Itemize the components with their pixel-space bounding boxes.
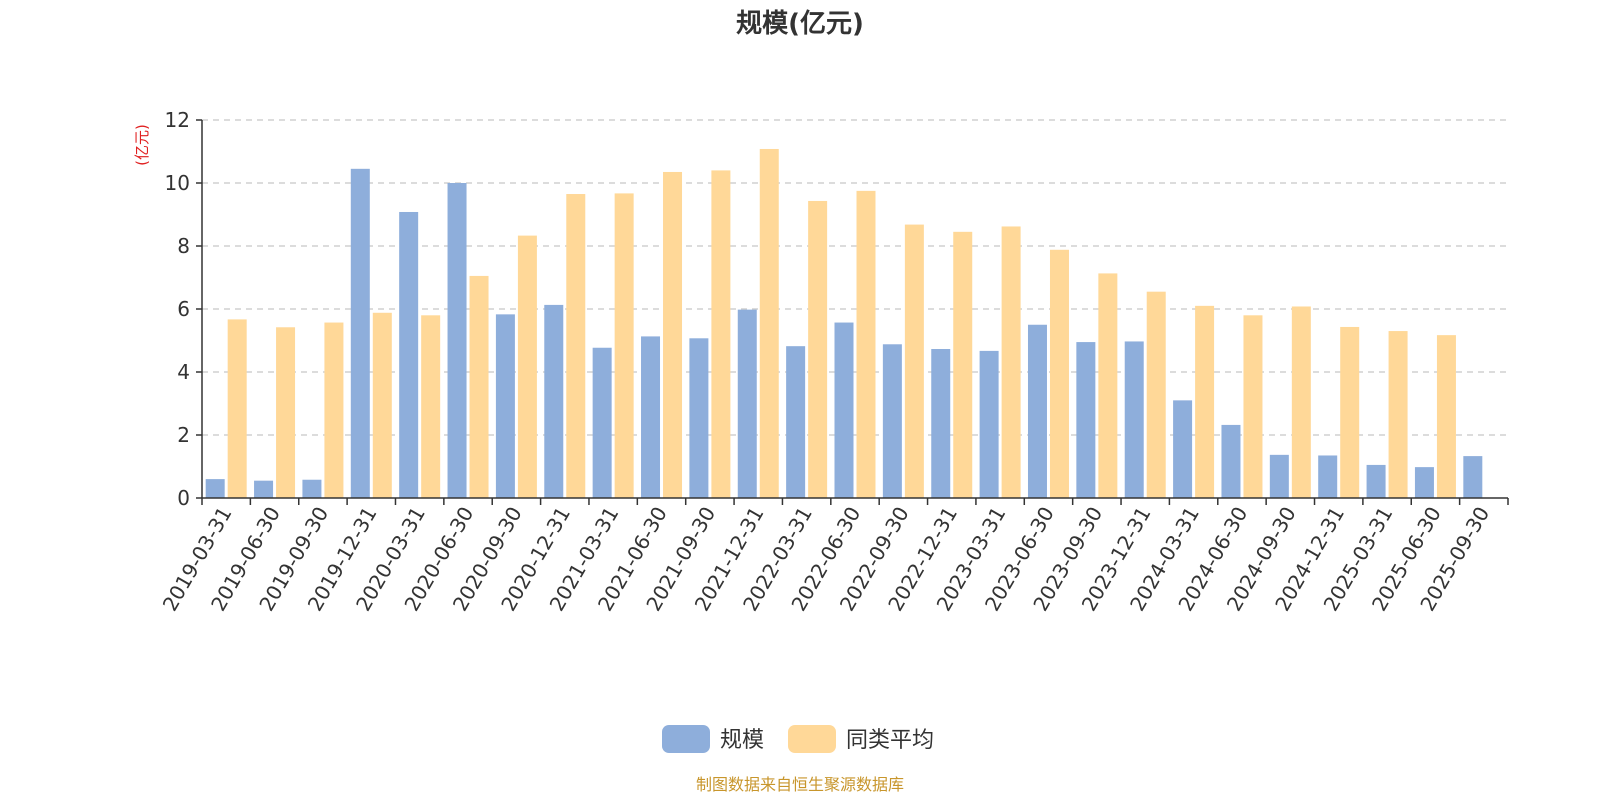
bar-peer-average bbox=[1340, 326, 1360, 498]
bar-peer-average bbox=[1436, 335, 1456, 498]
legend-swatch bbox=[788, 725, 836, 753]
bar-scale bbox=[495, 314, 515, 498]
x-axis-ticks: 2019-03-312019-06-302019-09-302019-12-31… bbox=[158, 498, 1509, 615]
bar-scale bbox=[544, 304, 564, 498]
bar-peer-average bbox=[227, 319, 247, 498]
y-tick-label: 6 bbox=[177, 297, 190, 321]
bar-peer-average bbox=[711, 170, 731, 498]
legend-label: 规模 bbox=[720, 728, 764, 753]
bar-scale bbox=[205, 479, 225, 498]
bar-scale bbox=[1173, 400, 1193, 498]
bar-scale bbox=[1463, 456, 1483, 498]
bar-peer-average bbox=[421, 315, 441, 498]
bar-scale bbox=[931, 349, 951, 498]
chart-title: 规模(亿元) bbox=[736, 9, 864, 39]
bar-peer-average bbox=[1049, 249, 1069, 498]
bar-peer-average bbox=[904, 224, 924, 498]
bar-peer-average bbox=[566, 194, 586, 498]
legend-label: 同类平均 bbox=[846, 728, 934, 753]
bar-peer-average bbox=[856, 190, 876, 498]
bar-scale bbox=[689, 338, 709, 498]
y-tick-label: 0 bbox=[177, 486, 190, 510]
bar-scale bbox=[350, 168, 370, 498]
bar-scale bbox=[399, 211, 419, 499]
y-axis-unit-label: (亿元) bbox=[133, 124, 151, 166]
bar-scale bbox=[641, 336, 661, 498]
bar-scale bbox=[254, 480, 274, 498]
bar-scale bbox=[592, 347, 612, 498]
legend: 规模 同类平均 bbox=[662, 725, 934, 753]
y-axis-ticks: 0 2 4 6 8 10 12 bbox=[165, 108, 202, 510]
bar-scale bbox=[1414, 467, 1434, 498]
bar-scale bbox=[786, 346, 806, 498]
bar-peer-average bbox=[517, 235, 537, 499]
bar-peer-average bbox=[759, 148, 779, 499]
bar-peer-average bbox=[372, 312, 392, 498]
bar-scale bbox=[737, 309, 757, 498]
bar-scale bbox=[302, 479, 322, 498]
bar-peer-average bbox=[808, 200, 828, 498]
bar-scale bbox=[1124, 341, 1144, 498]
bar-peer-average bbox=[1291, 306, 1311, 498]
bar-scale bbox=[1076, 342, 1096, 498]
bar-scale bbox=[1221, 424, 1241, 498]
gridlines bbox=[202, 119, 1508, 436]
y-tick-label: 10 bbox=[165, 171, 190, 195]
bar-scale bbox=[1318, 455, 1338, 498]
bar-peer-average bbox=[663, 171, 683, 498]
bar-peer-average bbox=[1388, 331, 1408, 498]
y-tick-label: 4 bbox=[177, 360, 190, 384]
bar-scale bbox=[1027, 324, 1047, 498]
bar-scale bbox=[1269, 454, 1289, 498]
y-tick-label: 8 bbox=[177, 234, 190, 258]
y-tick-label: 2 bbox=[177, 423, 190, 447]
bar-peer-average bbox=[1001, 226, 1021, 498]
data-source-note: 制图数据来自恒生聚源数据库 bbox=[696, 775, 904, 794]
y-tick-label: 12 bbox=[165, 108, 190, 132]
legend-swatch bbox=[662, 725, 710, 753]
bar-peer-average bbox=[1243, 315, 1263, 498]
bars bbox=[205, 148, 1483, 499]
bar-peer-average bbox=[469, 275, 489, 498]
bar-peer-average bbox=[1098, 273, 1118, 498]
bar-scale bbox=[834, 322, 854, 498]
bar-scale bbox=[447, 183, 467, 498]
bar-peer-average bbox=[276, 327, 296, 498]
bar-scale bbox=[1366, 464, 1386, 498]
bar-peer-average bbox=[1195, 305, 1215, 498]
bar-peer-average bbox=[1146, 291, 1166, 498]
bar-scale bbox=[882, 344, 902, 498]
bar-peer-average bbox=[953, 231, 973, 498]
bar-peer-average bbox=[324, 322, 344, 498]
bar-peer-average bbox=[614, 193, 634, 498]
bar-scale bbox=[979, 350, 999, 498]
